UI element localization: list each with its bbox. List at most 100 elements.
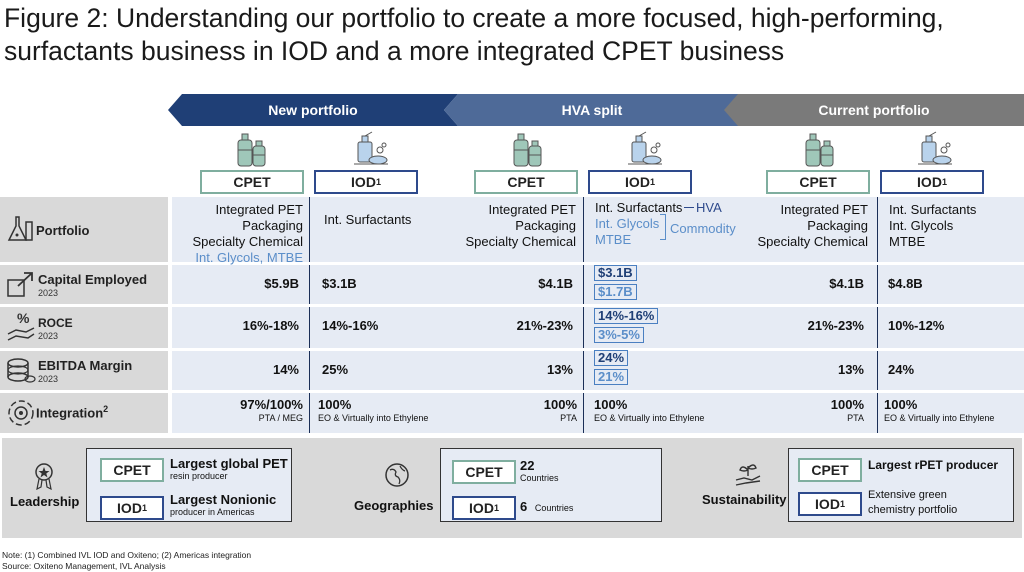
capital-value: $4.1B	[829, 276, 864, 291]
banner-hva-split-label: HVA split	[561, 102, 623, 118]
integration-value: 97%/100% PTA / MEG	[240, 397, 303, 423]
hva-bracket-label: HVA	[696, 200, 722, 215]
banner-current-portfolio-label: Current portfolio	[818, 102, 930, 118]
tag-iod: IOD 1	[588, 170, 692, 194]
roce-commodity-value: 3%-5%	[594, 327, 644, 343]
sustainability-iod-text: Extensive green chemistry portfolio	[868, 489, 958, 516]
portfolio-text: Int. Surfactants	[324, 212, 412, 227]
ebitda-hva-value: 24%	[594, 350, 629, 366]
ebitda-value: 13%	[546, 362, 573, 377]
percent-hand-icon: %	[6, 310, 36, 347]
roce-value: 16%-18%	[242, 318, 299, 333]
tag-cpet: CPET	[798, 458, 862, 482]
commodity-bracket	[660, 214, 666, 240]
banner-new-portfolio: New portfolio	[168, 94, 458, 126]
row-separator	[0, 348, 1024, 351]
sustainability-cpet-text: Largest rPET producer	[868, 458, 999, 472]
roce-value: 21%-23%	[516, 318, 573, 333]
row-head-integration: Integration2	[0, 392, 168, 433]
soap-icon	[914, 128, 954, 168]
row-label-ebitda: EBITDA Margin	[38, 358, 133, 373]
roce-value: 21%-23%	[807, 318, 864, 333]
banner-new-portfolio-label: New portfolio	[268, 102, 358, 118]
integration-value: 100% EO & Virtually into Ethylene	[884, 397, 995, 423]
column-divider	[309, 197, 310, 433]
capital-commodity-value: $1.7B	[594, 284, 637, 300]
bottles-icon	[508, 128, 548, 168]
hva-bracket	[684, 207, 694, 208]
capital-hva-value: $3.1B	[594, 265, 637, 281]
medal-icon	[32, 462, 56, 495]
row-head-portfolio: Portfolio	[0, 197, 168, 262]
bottles-icon	[232, 128, 272, 168]
globe-icon	[384, 462, 410, 493]
leadership-cpet-text: Largest global PET resin producer	[170, 456, 288, 481]
row-separator	[0, 262, 1024, 265]
row-year-capital: 2023	[38, 288, 59, 298]
tag-cpet: CPET	[474, 170, 578, 194]
roce-value: 10%-12%	[888, 318, 945, 333]
row-separator	[0, 304, 1024, 307]
ebitda-value: 14%	[272, 362, 299, 377]
row-head-roce: % ROCE 2023	[0, 306, 168, 348]
sustainability-label: Sustainability	[702, 492, 787, 507]
coins-icon	[6, 355, 36, 390]
ebitda-value: 25%	[322, 362, 349, 377]
tag-iod: IOD 1	[880, 170, 984, 194]
tag-iod: IOD 1	[798, 492, 862, 516]
integration-value: 100% PTA	[543, 397, 577, 423]
row-label-integration: Integration2	[36, 404, 109, 421]
commodity-bracket-label: Commodity	[670, 221, 736, 236]
svg-text:%: %	[17, 310, 30, 326]
row-head-ebitda: EBITDA Margin 2023	[0, 350, 168, 390]
soap-icon	[350, 128, 390, 168]
row-label-capital: Capital Employed	[38, 272, 148, 287]
column-divider	[583, 197, 584, 433]
panel-hva-split	[446, 197, 736, 433]
panel-current-portfolio	[736, 197, 1024, 433]
ebitda-commodity-value: 21%	[594, 369, 629, 385]
capital-value: $4.8B	[888, 276, 923, 291]
portfolio-text: Integrated PET Packaging Specialty Chemi…	[465, 202, 576, 249]
leaf-hand-icon	[734, 460, 762, 493]
page-title: Figure 2: Understanding our portfolio to…	[4, 3, 944, 66]
ebitda-value: 24%	[888, 362, 915, 377]
integration-value: 100% EO & Virtually into Ethylene	[594, 397, 705, 423]
roce-value: 14%-16%	[322, 318, 379, 333]
ebitda-value: 13%	[837, 362, 864, 377]
capital-value: $3.1B	[322, 276, 357, 291]
integration-value: 100% PTA	[830, 397, 864, 423]
geographies-iod-text: 6 Countries	[520, 499, 574, 514]
tag-iod: IOD 1	[314, 170, 418, 194]
tag-cpet: CPET	[766, 170, 870, 194]
tag-cpet: CPET	[200, 170, 304, 194]
row-separator	[0, 390, 1024, 393]
row-label-portfolio: Portfolio	[36, 223, 90, 238]
banner-current-portfolio: Current portfolio	[724, 94, 1024, 126]
row-year-ebitda: 2023	[38, 374, 59, 384]
gear-cycle-icon	[6, 398, 36, 433]
roce-hva-value: 14%-16%	[594, 308, 659, 324]
tag-iod: IOD 1	[100, 496, 164, 520]
portfolio-text: Integrated PET Packaging Specialty Chemi…	[192, 202, 303, 265]
portfolio-text: Int. Surfactants Int. Glycols MTBE	[595, 200, 683, 247]
tag-iod: IOD 1	[452, 496, 516, 520]
bottom-summary: Leadership CPET IOD 1 Largest global PET …	[2, 438, 1022, 538]
tag-cpet: CPET	[452, 460, 516, 484]
flask-icon	[6, 214, 36, 249]
footnote: Note: (1) Combined IVL IOD and Oxiteno; …	[2, 550, 252, 560]
tag-cpet: CPET	[100, 458, 164, 482]
leadership-label: Leadership	[10, 494, 80, 509]
soap-icon	[624, 128, 664, 168]
portfolio-text: Int. Surfactants Int. Glycols MTBE	[889, 202, 977, 249]
banner-hva-split: HVA split	[444, 94, 740, 126]
row-head-capital: Capital Employed 2023	[0, 264, 168, 304]
geographies-label: Geographies	[354, 498, 434, 513]
column-divider	[877, 197, 878, 433]
integration-value: 100% EO & Virtually into Ethylene	[318, 397, 429, 423]
capital-value: $4.1B	[538, 276, 573, 291]
leadership-iod-text: Largest Nonionic producer in Americas	[170, 492, 277, 517]
portfolio-text: Integrated PET Packaging Specialty Chemi…	[757, 202, 868, 249]
bottles-icon	[800, 128, 840, 168]
row-label-roce: ROCE	[38, 316, 73, 330]
